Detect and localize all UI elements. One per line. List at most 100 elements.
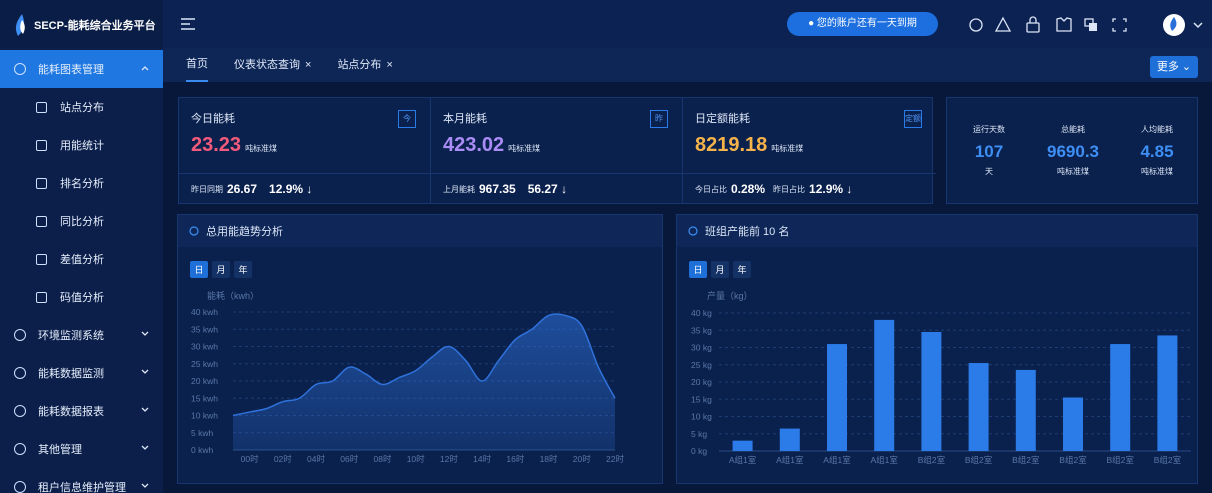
y-tick-label: 30 kwh [191,342,218,352]
tab[interactable]: 站点分布 × [337,48,392,82]
y-tick-label: 40 kg [691,308,712,318]
summary-unit: 吨标准煤 [1141,167,1173,176]
y-tick-label: 25 kg [691,360,712,370]
menu-label: 能耗数据报表 [38,406,104,418]
period-label: 年 [737,264,746,275]
menu-item[interactable]: 站点分布 [0,88,163,126]
y-axis-title: 产量（kg） [707,290,753,301]
menu-group[interactable]: 能耗数据监测 [0,354,163,392]
stat-value: 8219.18 [695,134,768,156]
stat-value-row: 8219.18 吨标准煤 [695,134,803,157]
period-label: 月 [216,265,225,275]
menu-label: 差值分析 [60,254,104,266]
x-tick-label: A组1室 [870,455,898,465]
menu-group[interactable]: 其他管理 [0,430,163,468]
menu-label: 同比分析 [60,216,104,228]
period-label: 日 [194,265,203,275]
x-tick-label: 20时 [573,454,591,464]
more-button[interactable]: 更多 ⌄ [1150,56,1198,78]
menu-label: 租户信息维护管理 [38,482,126,493]
chevron-path [141,369,149,374]
menu-item[interactable]: 差值分析 [0,240,163,278]
x-tick-label: 22时 [606,454,624,464]
menu-group[interactable]: 租户信息维护管理 [0,468,163,493]
stat-icon: 今 [398,110,416,128]
menu-label: 环境监测系统 [38,330,104,342]
x-tick-label: 18时 [540,454,558,464]
footer-value: 0.28% [731,182,766,196]
ranking-panel: 班组产能前 10 名日 月 年产量（kg） 0 kg 5 kg 10 kg 15 kg 20 … [676,214,1198,484]
title-icon [189,226,199,236]
menu-item[interactable]: 码值分析 [0,278,163,316]
stat-value: 23.23 [191,134,242,156]
summary-label: 人均能耗 [1141,125,1173,134]
menu-group[interactable]: 能耗数据报表 [0,392,163,430]
tab[interactable]: 首页 [186,48,208,82]
x-tick-label: 16时 [506,454,524,464]
menu-icon [36,101,47,113]
y-tick-label: 20 kg [691,377,712,387]
stats-panel: 今日能耗今 23.23 吨标准煤 昨日同期 26.67 12.9% ↓ 本月能耗昨 423.0… [178,97,936,204]
period-button [234,261,252,278]
summary-unit: 吨标准煤 [1057,167,1089,176]
top-bar [0,0,1212,48]
menu-icon [14,443,26,455]
menu-item[interactable]: 用能统计 [0,126,163,164]
y-tick-label: 40 kwh [191,307,218,317]
stat-value-row: 23.23 吨标准煤 [191,134,277,157]
footer-label: 上月能耗 [443,184,475,194]
x-tick-label: A组1室 [776,455,804,465]
x-tick-label: A组1室 [729,455,757,465]
y-tick-label: 15 kwh [191,393,218,403]
y-tick-label: 25 kwh [191,359,218,369]
toolbar-icons[interactable] [965,12,1212,38]
menu-icon [14,405,26,417]
y-tick-label: 35 kwh [191,324,218,334]
menu-toggle[interactable] [180,17,196,31]
tab-label: 首页 [186,58,208,70]
chevron [141,331,149,336]
period-label: 月 [715,265,724,275]
menu-icon [36,215,47,227]
menu-label: 用能统计 [60,140,104,152]
chart-title: 总用能趋势分析 [206,224,283,238]
summary-unit: 天 [985,167,993,176]
y-tick-label: 5 kg [691,429,707,439]
x-tick-label: B组2室 [1012,455,1040,465]
y-tick-label: 0 kwh [191,445,213,455]
chevron [141,407,149,412]
tab-label: 仪表状态查询 [234,59,300,71]
menu-item[interactable]: 同比分析 [0,202,163,240]
menu-label: 排名分析 [60,178,104,190]
panel-header [178,215,662,247]
x-tick-label: 14时 [473,454,491,464]
x-tick-label: 04时 [307,454,325,464]
stat-icon: 定额 [904,110,922,128]
trend-panel: 总用能趋势分析日 月 年能耗（kwh） 0 kwh 5 kwh 10 kwh 15 kwh 2… [177,214,663,484]
app-title: SECP-能耗综合业务平台 [34,20,156,32]
tab-close[interactable]: × [386,59,393,71]
menu-label: 能耗数据监测 [38,368,104,380]
stat-footer: 今日占比 0.28% 昨日占比 12.9% ↓ [683,173,936,204]
menu-group[interactable]: 环境监测系统 [0,316,163,354]
summary-value: 107 [974,142,1004,161]
stat-icon: 昨 [650,110,668,128]
stat-card: 今日能耗 今 23.23 吨标准煤 昨日同期 26.67 12.9% ↓ [179,98,431,204]
menu-icon [14,329,26,341]
stat-card: 日定额能耗 定额 8219.18 吨标准煤 今日占比 0.28% 昨日占比 12.9% ↓ [683,98,936,204]
x-tick-label: 02时 [274,454,292,464]
menu-icon [36,139,47,151]
bar [968,363,989,451]
tab[interactable]: 仪表状态查询 × [234,48,311,82]
footer-label: 昨日同期 [191,184,223,194]
chevron-path [141,66,149,71]
menu-group[interactable]: 能耗图表管理 [0,50,163,88]
menu-item[interactable]: 排名分析 [0,164,163,202]
stat-title: 今日能耗 [191,113,235,125]
tab-close[interactable]: × [305,59,312,71]
x-tick-label: 08时 [373,454,391,464]
chevron [141,445,149,450]
summary-value: 4.85 [1140,142,1174,161]
expiry-notice[interactable]: ● 您的账户还有一天到期 [787,12,938,36]
